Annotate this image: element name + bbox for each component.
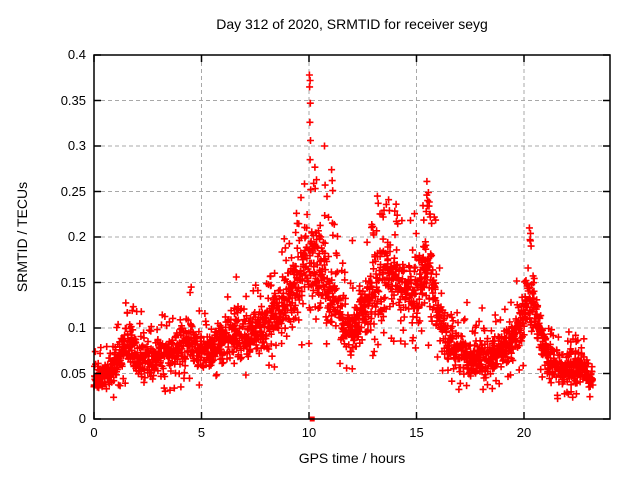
scatter-points: [90, 71, 597, 422]
y-tick-label: 0.3: [67, 138, 86, 153]
x-tick-label: 0: [90, 425, 98, 440]
x-tick-label: 10: [301, 425, 317, 440]
y-tick-label: 0.2: [67, 229, 86, 244]
x-axis-label: GPS time / hours: [298, 450, 406, 466]
x-tick-label: 15: [409, 425, 424, 440]
y-tick-label: 0.15: [60, 274, 86, 290]
y-tick-label: 0: [78, 411, 86, 426]
y-tick-label: 0.1: [67, 320, 86, 335]
y-tick-label: 0.35: [60, 92, 86, 108]
y-tick-label: 0.25: [60, 183, 86, 199]
y-tick-label: 0.4: [67, 47, 86, 62]
x-tick-label: 20: [516, 425, 532, 440]
chart-title: Day 312 of 2020, SRMTID for receiver sey…: [216, 16, 488, 32]
plot-frame: [93, 54, 611, 420]
y-tick-label: 0.05: [60, 365, 86, 381]
x-tick-label: 5: [197, 425, 206, 440]
